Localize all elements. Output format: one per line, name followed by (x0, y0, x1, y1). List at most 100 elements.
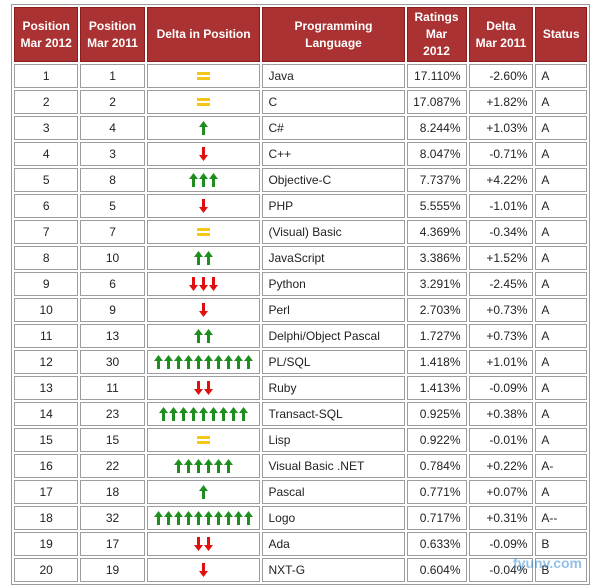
equal-icon (197, 72, 211, 80)
cell-ratings: 0.922% (406, 428, 467, 452)
cell-language-link[interactable]: JavaScript (262, 246, 405, 270)
cell-position-2011: 6 (80, 272, 145, 296)
cell-position-2012: 12 (14, 350, 79, 374)
cell-delta-ratings: -1.01% (468, 194, 534, 218)
arrow-up-icon (234, 511, 244, 525)
cell-position-2011: 15 (80, 428, 145, 452)
cell-language-link[interactable]: C++ (262, 142, 405, 166)
cell-status: A (535, 324, 587, 348)
cell-status: A (535, 168, 587, 192)
table-row: 17 18 Pascal 0.771% +0.07% A (14, 480, 587, 504)
table-row: 19 17 Ada 0.633% -0.09% B (14, 532, 587, 556)
table-row: 16 22 Visual Basic .NET 0.784% +0.22% A- (14, 454, 587, 478)
cell-delta-position (146, 402, 261, 426)
cell-status: A (535, 350, 587, 374)
cell-position-2011: 7 (80, 220, 145, 244)
cell-language-link[interactable]: Perl (262, 298, 405, 322)
cell-language-link[interactable]: Python (262, 272, 405, 296)
arrow-down-icon (199, 147, 209, 161)
table-row: 2 2 C 17.087% +1.82% A (14, 90, 587, 114)
cell-delta-ratings: +1.01% (468, 350, 534, 374)
cell-ratings: 17.110% (406, 64, 467, 88)
cell-status: A (535, 376, 587, 400)
cell-language-link[interactable]: C# (262, 116, 405, 140)
arrow-up-icon (204, 355, 214, 369)
table-row: 8 10 JavaScript 3.386% +1.52% A (14, 246, 587, 270)
arrow-up-icon (209, 407, 219, 421)
tiobe-ranking-table: Position Mar 2012 Position Mar 2011 Delt… (11, 4, 590, 585)
cell-ratings: 1.413% (406, 376, 467, 400)
cell-delta-position (146, 168, 261, 192)
cell-status: A (535, 194, 587, 218)
cell-delta-position (146, 194, 261, 218)
arrow-up-icon (194, 459, 204, 473)
cell-language-link[interactable]: Transact-SQL (262, 402, 405, 426)
cell-delta-position (146, 350, 261, 374)
arrow-up-icon (164, 355, 174, 369)
arrow-up-icon (184, 511, 194, 525)
cell-status: A (535, 220, 587, 244)
cell-position-2011: 30 (80, 350, 145, 374)
arrow-up-icon (224, 355, 234, 369)
arrow-up-icon (214, 459, 224, 473)
cell-ratings: 1.727% (406, 324, 467, 348)
cell-position-2012: 13 (14, 376, 79, 400)
arrow-up-icon (204, 459, 214, 473)
cell-delta-position (146, 506, 261, 530)
cell-ratings: 2.703% (406, 298, 467, 322)
cell-language-link[interactable]: Visual Basic .NET (262, 454, 405, 478)
table-row: 1 1 Java 17.110% -2.60% A (14, 64, 587, 88)
arrow-up-icon (189, 407, 199, 421)
cell-language-link[interactable]: Logo (262, 506, 405, 530)
cell-language-link[interactable]: C (262, 90, 405, 114)
cell-language-link[interactable]: PL/SQL (262, 350, 405, 374)
cell-language-link[interactable]: NXT-G (262, 558, 405, 582)
arrow-up-icon (204, 251, 214, 265)
cell-language-link[interactable]: (Visual) Basic (262, 220, 405, 244)
cell-delta-position (146, 428, 261, 452)
cell-position-2011: 22 (80, 454, 145, 478)
cell-language-link[interactable]: PHP (262, 194, 405, 218)
arrow-down-icon (204, 381, 214, 395)
cell-position-2012: 3 (14, 116, 79, 140)
header-row: Position Mar 2012 Position Mar 2011 Delt… (14, 7, 587, 62)
cell-status: A (535, 298, 587, 322)
cell-position-2011: 17 (80, 532, 145, 556)
cell-position-2011: 4 (80, 116, 145, 140)
cell-delta-ratings: -0.09% (468, 532, 534, 556)
arrow-down-icon (199, 277, 209, 291)
header-label: Status (542, 27, 580, 41)
cell-language-link[interactable]: Delphi/Object Pascal (262, 324, 405, 348)
cell-language-link[interactable]: Lisp (262, 428, 405, 452)
table-row: 9 6 Python 3.291% -2.45% A (14, 272, 587, 296)
cell-status: A-- (535, 506, 587, 530)
cell-position-2012: 11 (14, 324, 79, 348)
arrow-down-icon (189, 277, 199, 291)
equal-icon (197, 436, 211, 444)
cell-position-2012: 7 (14, 220, 79, 244)
arrow-down-icon (194, 537, 204, 551)
cell-delta-ratings: +0.22% (468, 454, 534, 478)
cell-language-link[interactable]: Ada (262, 532, 405, 556)
cell-position-2012: 9 (14, 272, 79, 296)
header-position-2012: Position Mar 2012 (14, 7, 79, 62)
cell-delta-position (146, 116, 261, 140)
cell-position-2012: 4 (14, 142, 79, 166)
header-language: Programming Language (262, 7, 405, 62)
cell-language-link[interactable]: Java (262, 64, 405, 88)
cell-language-link[interactable]: Pascal (262, 480, 405, 504)
table-row: 15 15 Lisp 0.922% -0.01% A (14, 428, 587, 452)
cell-ratings: 7.737% (406, 168, 467, 192)
equal-icon (197, 98, 211, 106)
arrow-up-icon (244, 511, 254, 525)
cell-status: A (535, 90, 587, 114)
cell-language-link[interactable]: Objective-C (262, 168, 405, 192)
cell-ratings: 0.604% (406, 558, 467, 582)
cell-language-link[interactable]: Ruby (262, 376, 405, 400)
header-status: Status (535, 7, 587, 62)
arrow-up-icon (169, 407, 179, 421)
arrow-up-icon (154, 511, 164, 525)
cell-position-2012: 18 (14, 506, 79, 530)
arrow-up-icon (174, 355, 184, 369)
cell-delta-position (146, 324, 261, 348)
